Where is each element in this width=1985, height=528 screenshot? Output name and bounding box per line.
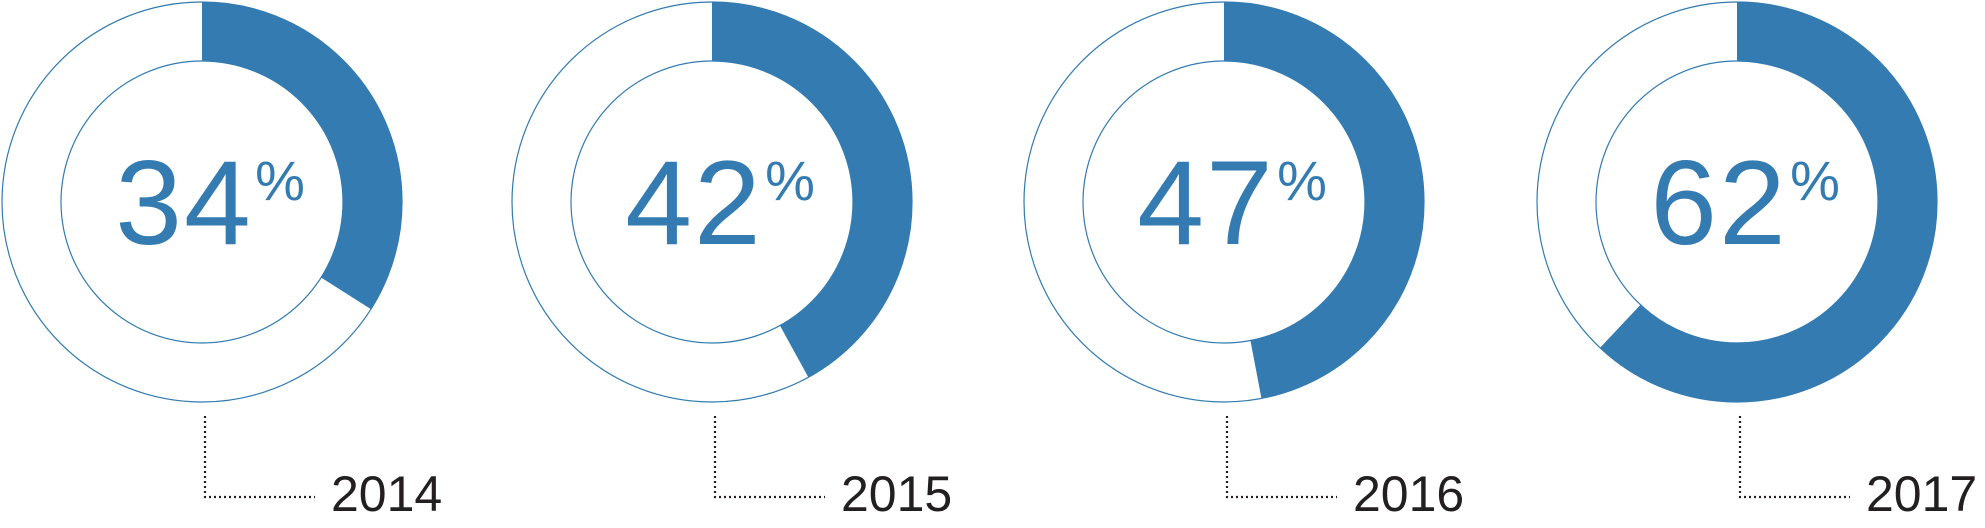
donut-2017: 62 % 2017 bbox=[1536, 1, 1977, 522]
leader-line bbox=[1738, 416, 1850, 499]
value-label: 34 bbox=[115, 136, 252, 270]
year-label: 2014 bbox=[331, 466, 442, 522]
donut-2014: 34 % 2014 bbox=[1, 1, 442, 522]
donut-2016: 47 % 2016 bbox=[1023, 1, 1464, 522]
percent-sign: % bbox=[255, 149, 305, 212]
percent-sign: % bbox=[1277, 149, 1327, 212]
donut-value-arc bbox=[1223, 2, 1424, 399]
leader-line bbox=[203, 416, 315, 499]
leader-line bbox=[1225, 416, 1337, 499]
donut-value-arc bbox=[711, 2, 912, 378]
leader-line bbox=[713, 416, 825, 499]
percent-sign: % bbox=[1790, 149, 1840, 212]
year-label: 2015 bbox=[841, 466, 952, 522]
value-label: 47 bbox=[1137, 136, 1274, 270]
value-label: 42 bbox=[625, 136, 762, 270]
donut-value-arc bbox=[1600, 2, 1937, 402]
donut-2015: 42 % 2015 bbox=[511, 1, 952, 522]
year-label: 2017 bbox=[1866, 466, 1977, 522]
year-label: 2016 bbox=[1353, 466, 1464, 522]
percent-sign: % bbox=[765, 149, 815, 212]
value-label: 62 bbox=[1650, 136, 1787, 270]
donut-value-arc bbox=[201, 2, 402, 310]
